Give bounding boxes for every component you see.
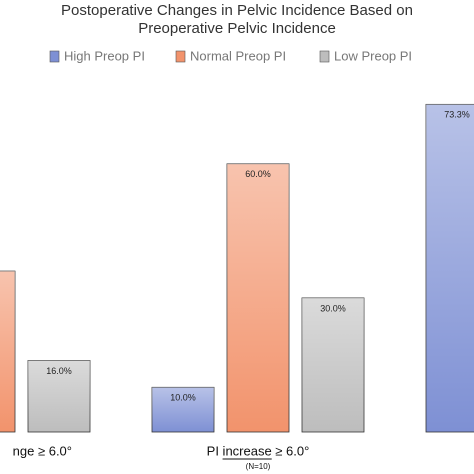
legend-swatch xyxy=(319,50,330,63)
x-tick-label: nge ≥ 6.0° xyxy=(13,443,72,458)
data-label: 30.0% xyxy=(320,303,346,313)
chart-title: Postoperative Changes in Pelvic Incidenc… xyxy=(61,2,413,19)
chart-title: Preoperative Pelvic Incidence xyxy=(138,20,336,37)
data-label: 16.0% xyxy=(46,366,72,376)
legend-swatch xyxy=(175,50,186,63)
legend-label: Normal Preop PI xyxy=(190,48,286,63)
bar-shine xyxy=(302,297,364,432)
bar-shine xyxy=(152,387,214,432)
category-note: (N=10) xyxy=(246,462,271,471)
data-label: 73.3% xyxy=(444,110,470,120)
data-label: 10.0% xyxy=(170,393,196,403)
bar-shine xyxy=(28,360,90,432)
data-label: 60.0% xyxy=(245,169,271,179)
bar-shine xyxy=(426,104,474,432)
x-tick-label: PI increase ≥ 6.0° xyxy=(207,443,310,458)
legend-label: Low Preop PI xyxy=(334,48,412,63)
bar-shine xyxy=(0,271,15,432)
legend-swatch xyxy=(49,50,60,63)
legend-label: High Preop PI xyxy=(64,48,145,63)
bar-shine xyxy=(227,163,289,433)
